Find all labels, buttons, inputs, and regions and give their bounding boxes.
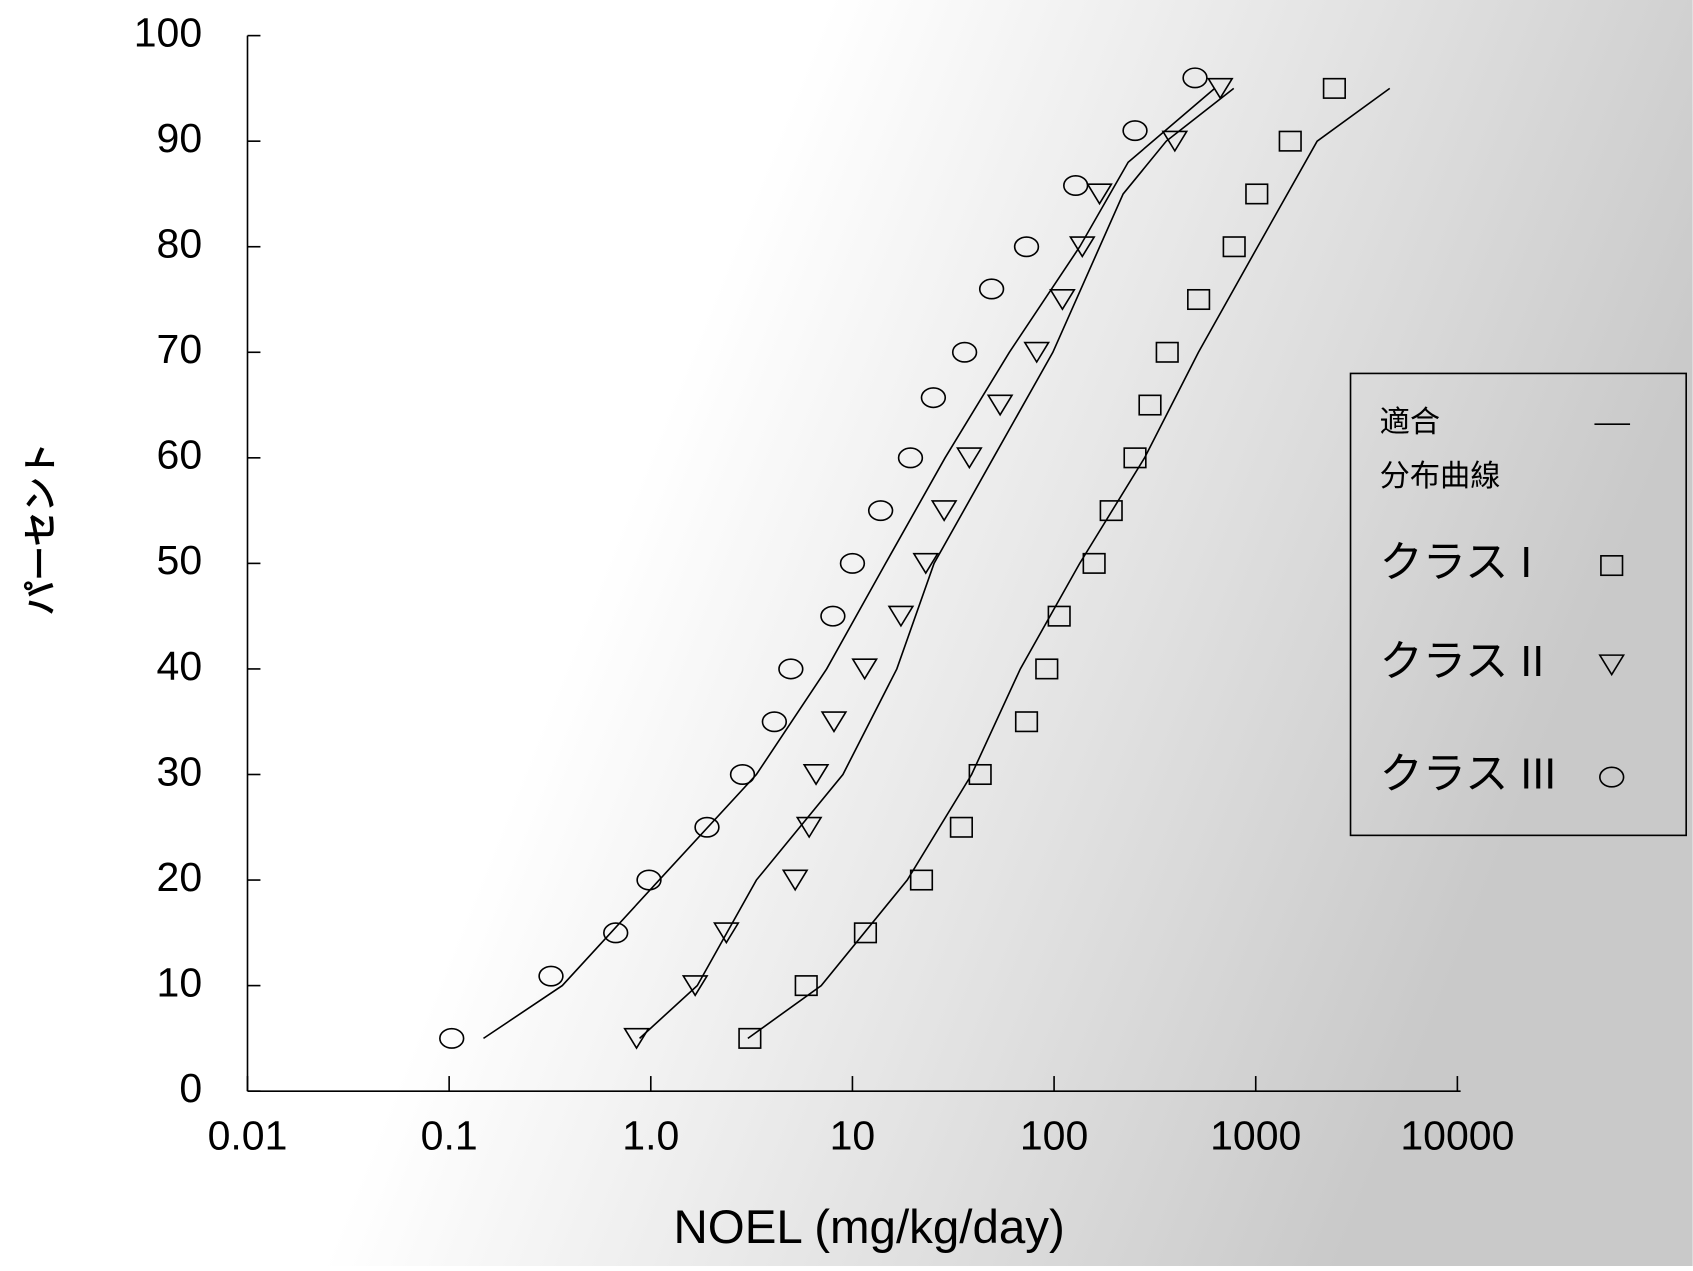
y-tick-label: 10 [157, 959, 203, 1005]
data-point [978, 278, 1005, 300]
data-point [795, 816, 823, 839]
data-point [681, 975, 709, 997]
data-point [968, 763, 992, 786]
data-point [912, 552, 940, 575]
data-point [802, 763, 830, 786]
data-point [1086, 183, 1113, 206]
data-point [1047, 605, 1071, 627]
data-point [1014, 711, 1039, 733]
y-tick-label: 90 [157, 115, 203, 161]
data-point [781, 869, 809, 892]
data-point [1182, 67, 1208, 89]
y-tick-label: 40 [157, 643, 203, 689]
x-tick-label: 10 [830, 1112, 876, 1158]
data-point [909, 869, 934, 891]
data-point [1099, 500, 1123, 522]
data-point [713, 922, 740, 945]
y-tick-label: 50 [157, 537, 203, 583]
data-point [920, 387, 947, 409]
data-point [930, 500, 958, 522]
data-point [1278, 130, 1302, 152]
data-point [887, 605, 915, 628]
data-point [1138, 394, 1162, 416]
data-point [1155, 341, 1179, 363]
data-point [729, 763, 756, 786]
data-point [738, 1027, 762, 1049]
y-tick-label: 0 [179, 1065, 202, 1111]
data-point [1023, 341, 1051, 364]
data-point [1122, 120, 1148, 142]
data-point [1245, 183, 1269, 205]
fit-line [483, 87, 1216, 1040]
data-point [949, 816, 973, 838]
data-point [1322, 77, 1346, 99]
fit-line [639, 87, 1235, 1039]
data-point [439, 1027, 465, 1049]
y-tick-label: 30 [157, 748, 203, 794]
data-point [778, 658, 804, 680]
y-tick-label: 100 [134, 9, 202, 55]
fit-line [747, 87, 1391, 1040]
data-point [636, 869, 662, 891]
data-point [839, 552, 866, 574]
x-tick-label: 0.1 [421, 1112, 478, 1158]
y-tick-label: 60 [157, 432, 203, 478]
data-point [694, 816, 720, 838]
data-point [851, 658, 878, 681]
data-point [820, 711, 848, 733]
data-point [820, 605, 846, 627]
data-point [1013, 236, 1040, 258]
data-point [1161, 130, 1189, 153]
data-point [1206, 77, 1234, 100]
legend-marker [1598, 654, 1626, 677]
data-point [538, 965, 564, 987]
data-point [1082, 552, 1106, 574]
data-point [1187, 288, 1211, 311]
data-point [1222, 236, 1246, 258]
data-point [853, 922, 878, 944]
y-tick-label: 20 [157, 854, 203, 900]
data-point [897, 447, 924, 469]
x-tick-label: 10000 [1400, 1112, 1514, 1158]
data-point [986, 394, 1014, 417]
data-point [1123, 447, 1147, 469]
y-axis-title: パーセント [23, 443, 61, 616]
data-point [1049, 288, 1076, 311]
data-point [761, 711, 788, 733]
data-point [1068, 236, 1096, 258]
data-point [1035, 658, 1059, 680]
x-tick-label: 1.0 [622, 1112, 679, 1158]
y-tick-label: 80 [157, 221, 203, 267]
data-point [623, 1027, 650, 1050]
data-point [794, 975, 818, 997]
x-tick-label: 0.01 [208, 1112, 288, 1158]
legend-box [1349, 372, 1687, 837]
legend-marker [1600, 555, 1624, 577]
legend-label: 分布曲線 [1380, 459, 1501, 493]
legend-label: クラス I [1380, 539, 1533, 587]
x-tick-label: 1000 [1210, 1112, 1301, 1158]
legend-label: クラス III [1380, 750, 1557, 798]
legend-label: クラス II [1380, 638, 1545, 686]
x-tick-label: 100 [1020, 1112, 1088, 1158]
legend-marker [1599, 766, 1625, 788]
data-point [1063, 174, 1089, 197]
legend-label: 適合 [1380, 405, 1440, 439]
y-tick-label: 70 [157, 326, 203, 372]
data-point [951, 341, 978, 363]
data-point [603, 922, 629, 944]
data-point [956, 447, 983, 470]
x-axis-title: NOEL (mg/kg/day) [674, 1201, 1065, 1254]
data-point [867, 500, 894, 522]
